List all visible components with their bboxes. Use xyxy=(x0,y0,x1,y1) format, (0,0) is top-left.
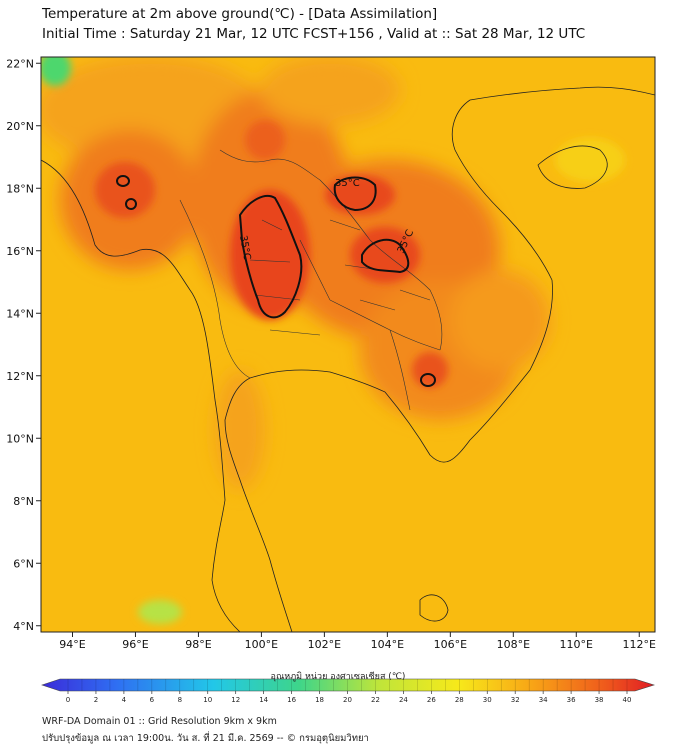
lat-tick-label: 18°N xyxy=(6,182,34,195)
map-frame xyxy=(40,56,656,633)
lon-tick-label: 102°E xyxy=(308,638,341,651)
lon-tick-label: 100°E xyxy=(245,638,278,651)
cool-regions xyxy=(41,57,625,624)
country-borders xyxy=(179,149,443,411)
colorbar-tick-label: 16 xyxy=(287,696,296,704)
colorbar-tick-label: 26 xyxy=(427,696,436,704)
update-info: ปรับปรุงข้อมูล ณ เวลา 19:00น. วัน ส. ที่… xyxy=(42,733,369,744)
lon-tick-label: 94°E xyxy=(59,638,85,651)
colorbar-tick-label: 36 xyxy=(567,696,576,704)
colorbar-tick-label: 6 xyxy=(150,696,155,704)
lat-tick-label: 20°N xyxy=(6,120,34,133)
colorbar-tick-label: 14 xyxy=(259,696,268,704)
colorbar-tick-label: 22 xyxy=(371,696,380,704)
lat-tick-label: 4°N xyxy=(13,620,34,633)
colorbar-tick-label: 8 xyxy=(178,696,182,704)
lat-tick-label: 6°N xyxy=(13,557,34,570)
hot-regions xyxy=(95,120,448,388)
colorbar-tick-label: 12 xyxy=(231,696,240,704)
lat-tick-label: 16°N xyxy=(6,245,34,258)
lon-tick-label: 108°E xyxy=(497,638,530,651)
colorbar-tick-label: 20 xyxy=(343,696,352,704)
colorbar-tick-label: 28 xyxy=(455,696,464,704)
isotherm-35 xyxy=(116,175,436,387)
colorbar-tick-label: 30 xyxy=(483,696,492,704)
colorbar-tick-label: 18 xyxy=(315,696,324,704)
colorbar-tick-label: 38 xyxy=(595,696,604,704)
lon-tick-label: 104°E xyxy=(371,638,404,651)
lon-tick-label: 110°E xyxy=(560,638,593,651)
model-info: WRF-DA Domain 01 :: Grid Resolution 9km … xyxy=(42,716,277,727)
longitude-axis: 94°E 96°E 98°E 100°E 102°E 104°E 106°E 108°E 110… xyxy=(59,632,656,651)
colorbar-tick-label: 34 xyxy=(539,696,548,704)
lon-tick-label: 106°E xyxy=(434,638,467,651)
lat-tick-label: 22°N xyxy=(6,57,34,70)
lon-tick-label: 96°E xyxy=(122,638,148,651)
colorbar-tick-label: 40 xyxy=(623,696,632,704)
colorbar-tick-label: 0 xyxy=(66,696,70,704)
colorbar-tick-label: 10 xyxy=(203,696,212,704)
colorbar: 0 2 4 6 8 10 12 14 16 18 20 22 24 26 28 30 32 34 36 38 40 xyxy=(41,678,655,704)
colorbar-tick-label: 24 xyxy=(399,696,408,704)
contour-label: 35°C xyxy=(335,178,360,189)
colorbar-label: อุณหภูมิ หน่วย องศาเซลเซียส (℃) xyxy=(270,672,406,682)
lon-tick-label: 112°E xyxy=(623,638,656,651)
map-subtitle: Initial Time : Saturday 21 Mar, 12 UTC F… xyxy=(42,26,586,42)
contour-label: 35°C xyxy=(237,235,252,261)
coastlines xyxy=(41,86,655,632)
map-title: Temperature at 2m above ground(℃) - [Dat… xyxy=(42,6,438,22)
lon-tick-label: 98°E xyxy=(185,638,211,651)
colorbar-tick-label: 4 xyxy=(122,696,127,704)
lat-tick-label: 8°N xyxy=(13,495,34,508)
lat-tick-label: 10°N xyxy=(6,432,34,445)
latitude-axis: 22°N 20°N 18°N 16°N 14°N 12°N 10°N 8°N 6°N 4°N xyxy=(6,57,41,633)
colorbar-tick-label: 2 xyxy=(94,696,98,704)
lat-tick-label: 12°N xyxy=(6,370,34,383)
colorbar-tick-label: 32 xyxy=(511,696,520,704)
lat-tick-label: 14°N xyxy=(6,307,34,320)
